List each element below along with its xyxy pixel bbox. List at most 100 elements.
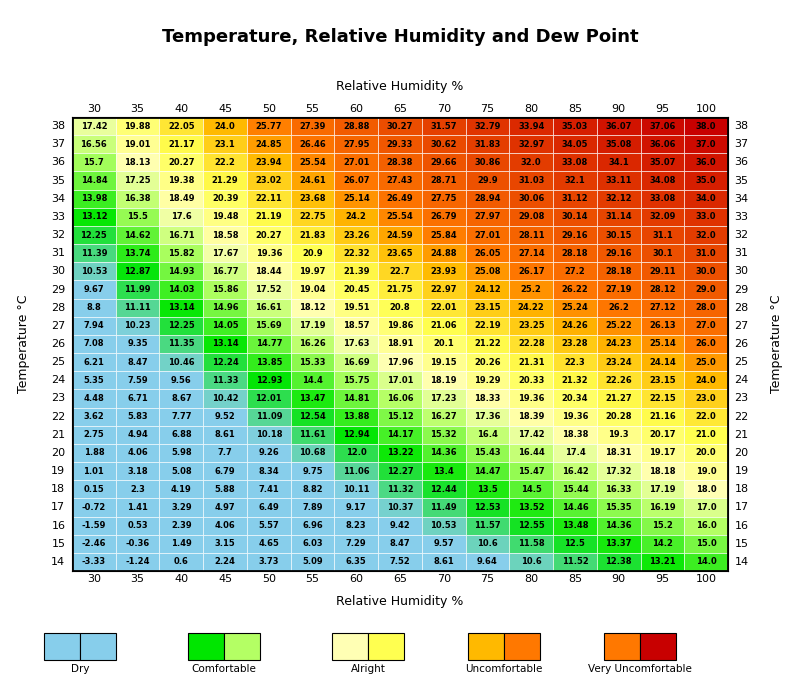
Bar [466, 226, 510, 244]
Bar [334, 190, 378, 208]
Bar [203, 426, 247, 444]
Text: -3.33: -3.33 [82, 557, 106, 566]
Text: 19: 19 [51, 466, 66, 476]
Text: 18.91: 18.91 [386, 339, 414, 349]
Text: 13.5: 13.5 [477, 485, 498, 494]
Text: 15.32: 15.32 [430, 430, 457, 440]
Text: 15.2: 15.2 [652, 521, 673, 530]
Bar [159, 462, 203, 480]
Text: 16.27: 16.27 [430, 412, 457, 421]
Bar [247, 535, 290, 553]
Text: 12.38: 12.38 [606, 557, 632, 566]
Text: 11.11: 11.11 [124, 303, 151, 312]
Bar [159, 389, 203, 407]
Text: 10.6: 10.6 [477, 539, 498, 548]
Bar [290, 353, 334, 372]
Text: 10.37: 10.37 [387, 503, 413, 512]
Text: 32.97: 32.97 [518, 140, 544, 149]
Text: 85: 85 [568, 574, 582, 583]
Text: 15.43: 15.43 [474, 449, 501, 458]
Bar [378, 262, 422, 281]
Bar [203, 389, 247, 407]
Text: 4.06: 4.06 [214, 521, 235, 530]
Bar [203, 135, 247, 153]
Bar [422, 535, 466, 553]
Text: 13.14: 13.14 [168, 303, 194, 312]
Text: 5.35: 5.35 [83, 376, 104, 385]
Bar [334, 353, 378, 372]
Text: 18.13: 18.13 [124, 158, 151, 167]
Bar [159, 171, 203, 190]
Bar [466, 171, 510, 190]
Bar [597, 535, 641, 553]
Bar [597, 353, 641, 372]
Text: 20.27: 20.27 [168, 158, 194, 167]
Text: 35.07: 35.07 [650, 158, 675, 167]
Text: 50: 50 [262, 574, 276, 583]
Bar [422, 299, 466, 316]
Text: 26.49: 26.49 [386, 194, 414, 203]
Bar [203, 480, 247, 498]
Bar [684, 426, 728, 444]
Bar [159, 407, 203, 426]
Text: 37.06: 37.06 [650, 122, 675, 131]
Text: 15.86: 15.86 [212, 285, 238, 294]
Text: 23.02: 23.02 [255, 176, 282, 185]
Bar [203, 517, 247, 535]
Text: 75: 75 [481, 574, 494, 583]
Bar [334, 462, 378, 480]
Bar [641, 208, 684, 226]
Bar [378, 153, 422, 171]
Text: 31.12: 31.12 [562, 194, 588, 203]
Text: 29.11: 29.11 [649, 267, 676, 276]
Bar [159, 135, 203, 153]
Bar [116, 135, 159, 153]
Bar [72, 190, 116, 208]
Text: 8.47: 8.47 [127, 358, 148, 367]
Bar [641, 462, 684, 480]
Text: 12.44: 12.44 [430, 485, 457, 494]
Text: 32: 32 [734, 230, 749, 240]
Bar [597, 190, 641, 208]
Text: 45: 45 [218, 574, 232, 583]
Bar [290, 444, 334, 462]
Text: 16.61: 16.61 [255, 303, 282, 312]
Text: 15.0: 15.0 [696, 539, 717, 548]
Text: 27.01: 27.01 [474, 230, 501, 239]
Text: 12.0: 12.0 [346, 449, 366, 458]
Bar [466, 117, 510, 135]
Text: 31.03: 31.03 [518, 176, 544, 185]
Bar [159, 498, 203, 517]
Bar [290, 153, 334, 171]
Bar [247, 153, 290, 171]
Text: 31.1: 31.1 [652, 230, 673, 239]
Text: 18.58: 18.58 [212, 230, 238, 239]
Text: 11.32: 11.32 [386, 485, 414, 494]
Bar [422, 153, 466, 171]
Text: 14.84: 14.84 [81, 176, 107, 185]
Text: 18.39: 18.39 [518, 412, 544, 421]
Text: 17.6: 17.6 [171, 213, 192, 222]
Text: 14.36: 14.36 [430, 449, 457, 458]
Text: 9.35: 9.35 [127, 339, 148, 349]
Bar [159, 444, 203, 462]
Bar [553, 335, 597, 353]
Bar [159, 281, 203, 299]
Text: 21.29: 21.29 [212, 176, 238, 185]
Text: 20.26: 20.26 [474, 358, 501, 367]
Bar [422, 171, 466, 190]
Text: 18.44: 18.44 [255, 267, 282, 276]
Bar [553, 171, 597, 190]
Text: 33.11: 33.11 [606, 176, 632, 185]
Text: 28.0: 28.0 [696, 303, 717, 312]
Text: 80: 80 [524, 574, 538, 583]
Text: 31: 31 [734, 248, 749, 258]
Text: 0.53: 0.53 [127, 521, 148, 530]
Text: 22.0: 22.0 [696, 412, 717, 421]
Bar [422, 498, 466, 517]
Text: 31.57: 31.57 [430, 122, 457, 131]
Text: 3.18: 3.18 [127, 466, 148, 475]
Text: 21: 21 [734, 430, 749, 440]
Bar [247, 426, 290, 444]
Text: 24.22: 24.22 [518, 303, 545, 312]
